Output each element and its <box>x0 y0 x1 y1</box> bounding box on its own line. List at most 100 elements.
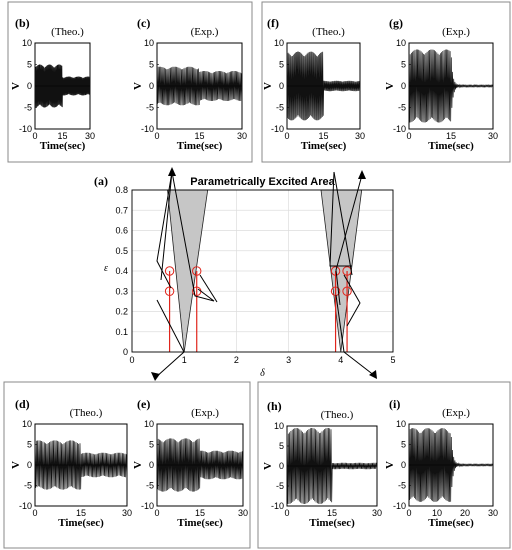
panel-i-label: (i) <box>389 397 400 411</box>
arrowhead-down-left <box>151 372 160 381</box>
panel-g-ytick: 10 <box>396 38 406 48</box>
panel-c-label: (c) <box>137 16 150 30</box>
panel-i-title: (Exp.) <box>442 407 470 419</box>
panel-i-xtick: 30 <box>488 508 498 518</box>
panel-b-ytick: -10 <box>19 124 32 134</box>
group-frame-2 <box>261 1 511 163</box>
panel-c-xtick: 30 <box>237 131 247 141</box>
panel-e-xtick: 30 <box>238 508 248 518</box>
panel-d-ytick: -10 <box>19 501 32 511</box>
panel-h-xtick: 0 <box>284 508 289 518</box>
main-ytick: 0.7 <box>115 205 128 215</box>
panel-d-xtick: 15 <box>76 508 86 518</box>
panel-b-ylabel: V <box>10 82 22 90</box>
panel-b-signal <box>34 64 91 108</box>
arrowhead-up-left <box>168 167 176 176</box>
panel-h-ytick: -10 <box>271 501 284 511</box>
group-frame-4 <box>257 381 511 549</box>
panel-f-xtick: 0 <box>284 131 289 141</box>
panel-d-title: (Theo.) <box>70 407 103 419</box>
panel-h-ytick: 5 <box>279 441 284 451</box>
panel-d-ytick: 5 <box>27 440 32 450</box>
panel-c-ytick: -5 <box>146 103 154 113</box>
main-marker-circle <box>164 286 175 296</box>
panel-f-ytick: 5 <box>279 60 284 70</box>
panel-c-ytick: 10 <box>144 38 154 48</box>
panel-f-xtick: 30 <box>355 131 365 141</box>
panel-i-ytick: -5 <box>398 481 406 491</box>
panel-e-ytick: -10 <box>141 501 154 511</box>
panel-d-ytick: -5 <box>24 481 32 491</box>
panel-e-ytick: 0 <box>149 460 154 470</box>
panel-h-xtick: 15 <box>327 508 337 518</box>
main-xtick: 2 <box>234 355 239 365</box>
main-axes <box>131 189 394 353</box>
panel-e-title: (Exp.) <box>191 407 219 419</box>
panel-b-xlabel: Time(sec) <box>40 140 86 152</box>
panel-g-xtick: 0 <box>406 131 411 141</box>
panel-i-ylabel: V <box>384 461 396 469</box>
panel-h-ytick: 10 <box>274 421 284 431</box>
panel-g-label: (g) <box>389 16 403 30</box>
panel-c-xtick: 0 <box>154 131 159 141</box>
panel-b-xtick: 0 <box>32 131 37 141</box>
panel-f-signal <box>286 51 361 121</box>
panel-i-signal <box>408 428 494 502</box>
main-marker-circle <box>164 266 175 276</box>
panel-e-ytick: -5 <box>146 481 154 491</box>
panel-g-ylabel: V <box>384 82 396 90</box>
arrowhead-down-right <box>369 370 377 379</box>
main-ytick: 0.4 <box>115 266 128 276</box>
main-xtick: 0 <box>129 355 134 365</box>
callout-line <box>329 171 352 267</box>
panel-h-ytick: 0 <box>279 461 284 471</box>
main-marker-circle <box>342 286 352 296</box>
panel-h-signal <box>286 427 378 505</box>
callout-line <box>335 174 363 306</box>
panel-e-signal <box>156 438 244 492</box>
panel-h-ytick: -5 <box>276 481 284 491</box>
panel-g-ytick: 0 <box>401 81 406 91</box>
main-panel-label: (a) <box>94 174 108 188</box>
main-marker-circle <box>330 266 341 276</box>
panel-c-ytick: -10 <box>141 124 154 134</box>
panel-f-title: (Theo.) <box>312 26 345 38</box>
main-ytick: 0.3 <box>115 286 128 296</box>
main-ylabel: ε <box>104 263 108 274</box>
main-title: Parametrically Excited Area <box>190 176 335 188</box>
panel-f-ytick: 10 <box>274 38 284 48</box>
main-xtick: 3 <box>286 355 291 365</box>
panel-e-ytick: 5 <box>149 440 154 450</box>
main-ytick: 0 <box>123 347 128 357</box>
group-frame-3 <box>3 381 251 549</box>
panel-i-ytick: -10 <box>393 501 406 511</box>
panel-g-ytick: 5 <box>401 60 406 70</box>
panel-h-xtick: 30 <box>372 508 382 518</box>
panel-c-signal <box>156 66 243 106</box>
main-xlabel: δ <box>260 368 265 379</box>
panel-e-label: (e) <box>137 397 150 411</box>
callout-line <box>156 171 173 289</box>
panel-f-label: (f) <box>267 16 279 30</box>
callout-line <box>333 171 353 276</box>
main-ytick: 0.2 <box>115 307 128 317</box>
panel-c-ytick: 5 <box>149 60 154 70</box>
panel-b-title: (Theo.) <box>51 26 84 38</box>
callout-line <box>343 274 361 327</box>
panel-b-ytick: -5 <box>24 103 32 113</box>
panel-f-ylabel: V <box>262 82 274 90</box>
panel-i-xtick: 0 <box>406 508 411 518</box>
panel-b-ytick: 0 <box>27 81 32 91</box>
panel-c-ytick: 0 <box>149 81 154 91</box>
group-frame-1 <box>7 1 253 163</box>
main-ytick: 0.5 <box>115 246 128 256</box>
main-ytick: 0.8 <box>115 185 128 195</box>
panel-e-ytick: 10 <box>144 419 154 429</box>
main-xtick: 1 <box>182 355 187 365</box>
panel-d-xlabel: Time(sec) <box>58 517 104 529</box>
panel-b-label: (b) <box>15 16 30 30</box>
panel-i-ytick: 0 <box>401 460 406 470</box>
panel-d-label: (d) <box>15 397 30 411</box>
callout-line <box>160 171 173 281</box>
